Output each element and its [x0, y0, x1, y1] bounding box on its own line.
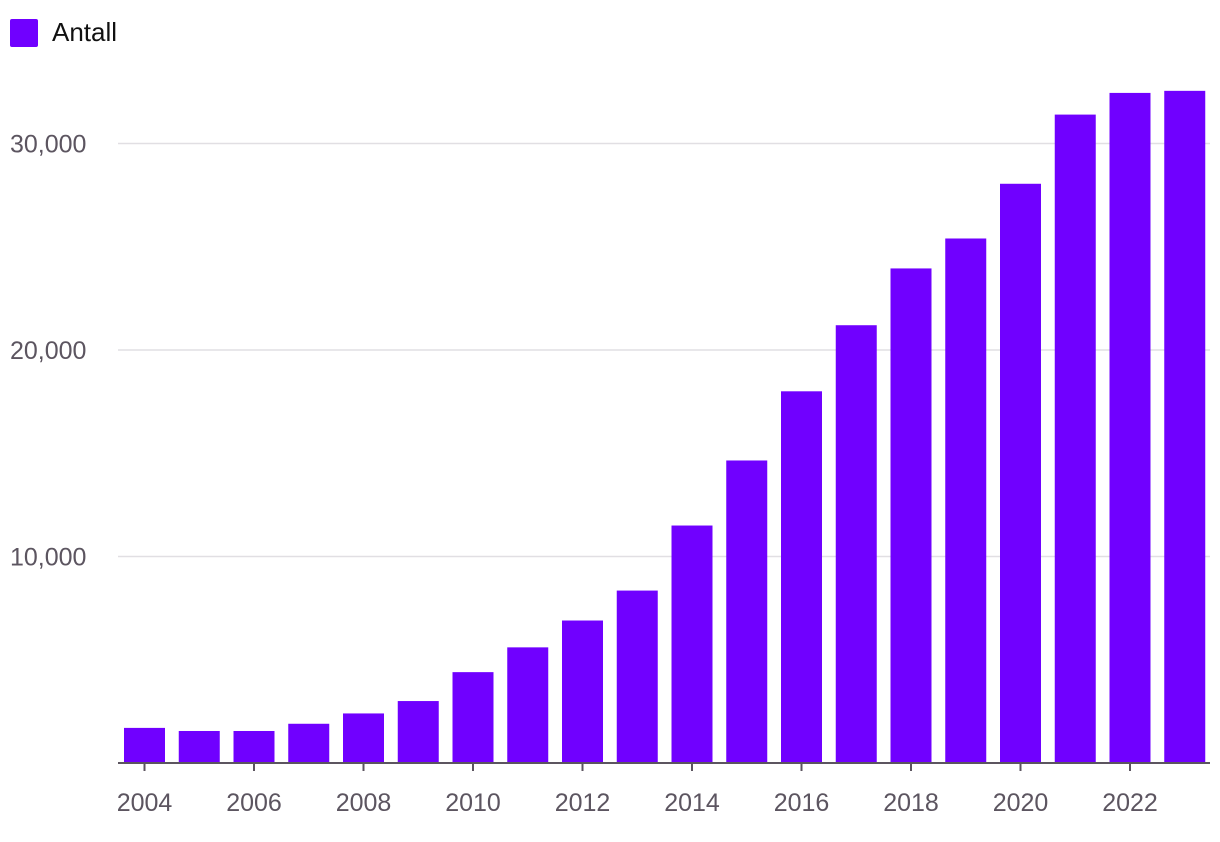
x-axis-labels: 2004 2006 2008 2010 2012 2014 2016 2018 2020 2022 — [117, 789, 1158, 817]
bars — [124, 90, 1206, 764]
bar — [1164, 90, 1206, 763]
bar — [124, 727, 165, 763]
bar — [945, 238, 987, 764]
bar — [1000, 183, 1041, 763]
bar — [178, 730, 220, 763]
legend-swatch — [10, 18, 38, 47]
bar — [343, 713, 384, 763]
y-tick-label: 10,000 — [10, 544, 86, 572]
legend: Antall — [10, 17, 117, 48]
x-tick-label: 2012 — [555, 789, 611, 817]
bar — [288, 723, 330, 763]
x-tick-label: 2008 — [336, 789, 392, 817]
bar — [562, 620, 603, 763]
bar — [671, 525, 713, 763]
x-tick-label: 2016 — [774, 789, 830, 817]
x-tick-label: 2006 — [226, 789, 282, 817]
y-tick-label: 20,000 — [10, 337, 86, 365]
bar — [1109, 92, 1151, 764]
bar — [1054, 114, 1096, 764]
bar — [781, 391, 822, 763]
x-tick-label: 2020 — [993, 789, 1049, 817]
x-tick-label: 2010 — [445, 789, 501, 817]
bar — [507, 647, 549, 763]
bar — [726, 460, 768, 763]
x-tick-label: 2022 — [1102, 789, 1158, 817]
bar — [233, 730, 275, 763]
y-axis-labels: 10,000 20,000 30,000 — [10, 131, 86, 572]
x-tick-label: 2018 — [883, 789, 939, 817]
bar — [452, 672, 494, 763]
grid-lines — [118, 142, 1210, 558]
bar — [835, 325, 877, 763]
x-tick-label: 2014 — [664, 789, 720, 817]
x-tick-label: 2004 — [117, 789, 173, 817]
bar — [616, 590, 658, 763]
legend-label: Antall — [52, 17, 118, 47]
bar — [397, 701, 439, 763]
bar — [890, 268, 932, 763]
x-axis — [118, 762, 1210, 771]
y-tick-label: 30,000 — [10, 131, 86, 159]
